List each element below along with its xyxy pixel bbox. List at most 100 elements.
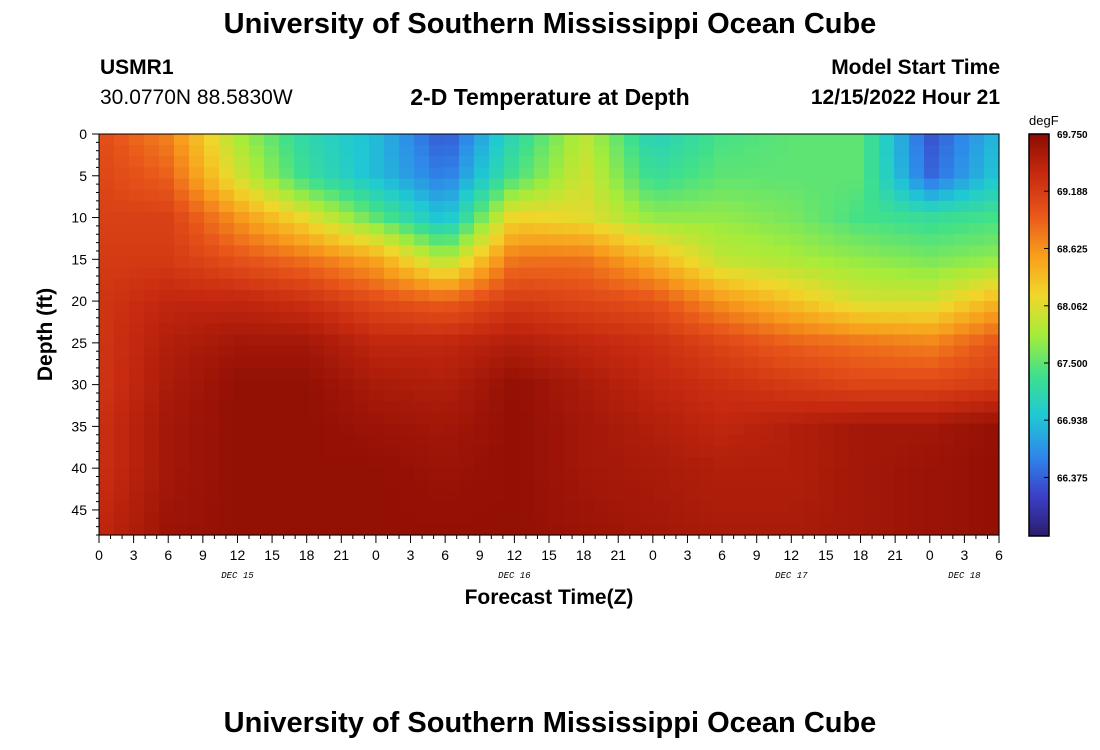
heatmap-cell [219,189,235,202]
heatmap-cell [114,134,130,146]
heatmap-cell [609,234,625,246]
heatmap-cell [969,356,985,369]
heatmap-cell [219,256,235,269]
heatmap-cell [279,178,295,191]
heatmap-cell [834,412,850,425]
heatmap-cell [714,278,730,291]
heatmap-cell [219,468,235,480]
heatmap-cell [429,468,445,480]
heatmap-cell [774,256,790,269]
heatmap-cell [969,234,985,246]
heatmap-cell [759,334,775,347]
heatmap-cell [144,200,160,213]
heatmap-cell [594,134,610,146]
heatmap-cell [519,267,535,280]
heatmap-cell [429,434,445,447]
heatmap-cell [339,245,355,258]
heatmap-cell [879,167,895,180]
heatmap-cell [159,479,175,492]
heatmap-cell [519,468,535,480]
heatmap-cell [234,345,250,358]
heatmap-cell [549,178,565,191]
heatmap-cell [894,278,910,291]
heatmap-cell [684,345,700,358]
heatmap-cell [504,523,520,536]
heatmap-cell [384,334,400,347]
heatmap-cell [894,289,910,302]
heatmap-cell [339,189,355,202]
heatmap-cell [594,167,610,180]
heatmap-cell [939,245,955,258]
heatmap-cell [834,379,850,391]
heatmap-cell [669,479,685,492]
x-tick-label: 18 [853,547,869,563]
heatmap-cell [654,401,670,414]
heatmap-cell [894,234,910,246]
heatmap-cell [324,523,340,536]
heatmap-cell [504,501,520,514]
heatmap-cell [474,523,490,536]
heatmap-cell [564,468,580,480]
heatmap-cell [579,356,595,369]
heatmap-cell [309,223,325,235]
heatmap-cell [939,501,955,514]
heatmap-cell [369,434,385,447]
heatmap-cell [594,278,610,291]
heatmap-cell [609,145,625,157]
heatmap-cell [759,345,775,358]
heatmap-cell [924,178,940,191]
heatmap-cell [384,512,400,525]
heatmap-cell [219,223,235,235]
heatmap-cell [129,401,145,414]
heatmap-cell [579,134,595,146]
heatmap-cell [249,445,265,458]
heatmap-cell [474,312,490,324]
heatmap-cell [594,423,610,436]
heatmap-cell [339,390,355,402]
heatmap-cell [369,457,385,469]
heatmap-cell [954,256,970,269]
heatmap-cell [564,379,580,391]
heatmap-cell [819,412,835,425]
heatmap-cell [564,457,580,469]
heatmap-cell [804,468,820,480]
heatmap-cell [759,434,775,447]
heatmap-cell [264,334,280,347]
heatmap-cell [144,457,160,469]
heatmap-cell [759,245,775,258]
heatmap-cell [159,256,175,269]
heatmap-cell [639,289,655,302]
heatmap-cell [624,345,640,358]
heatmap-cell [804,345,820,358]
heatmap-cell [609,289,625,302]
heatmap-cell [639,323,655,336]
heatmap-cell [984,312,1000,324]
heatmap-cell [819,189,835,202]
heatmap-cell [504,178,520,191]
heatmap-cell [939,412,955,425]
heatmap-cell [369,468,385,480]
heatmap-cell [159,379,175,391]
heatmap-cell [639,468,655,480]
heatmap-cell [984,167,1000,180]
heatmap-cell [804,423,820,436]
heatmap-cell [189,256,205,269]
heatmap-cell [684,390,700,402]
heatmap-cell [954,134,970,146]
heatmap-cell [429,457,445,469]
heatmap-cell [489,423,505,436]
heatmap-cell [774,412,790,425]
heatmap-cell [144,156,160,169]
heatmap-cell [144,334,160,347]
heatmap-cell [114,267,130,280]
heatmap-cell [144,134,160,146]
heatmap-cell [219,501,235,514]
heatmap-cell [924,523,940,536]
heatmap-cell [939,234,955,246]
heatmap-cell [669,367,685,380]
heatmap-cell [279,200,295,213]
heatmap-cell [129,434,145,447]
heatmap-cell [894,345,910,358]
heatmap-cell [264,512,280,525]
heatmap-cell [729,211,745,224]
